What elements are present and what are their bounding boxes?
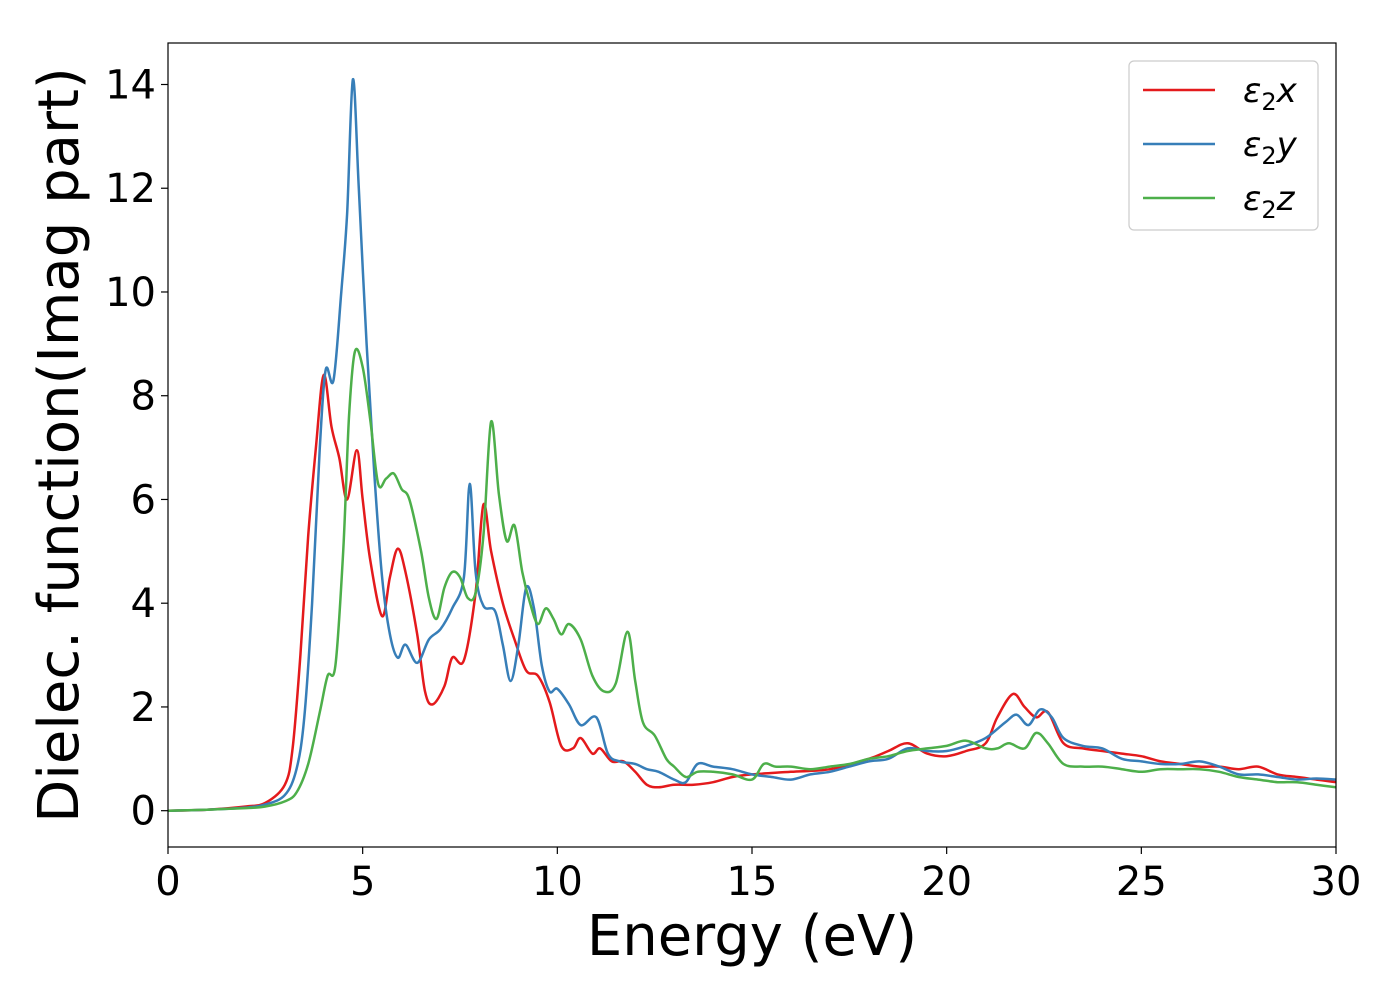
x-tick-label: 10	[532, 859, 583, 905]
x-axis-ticks: 0 5 10 15 20 25 30	[155, 847, 1361, 905]
legend-label: ε2x	[1243, 71, 1298, 116]
series-line-x	[168, 373, 1336, 812]
legend-label: ε2z	[1243, 179, 1296, 224]
series-line-y	[168, 78, 1336, 812]
y-tick-label: 14	[105, 62, 156, 108]
y-tick-label: 0	[131, 789, 156, 835]
plot-lines	[168, 78, 1336, 812]
y-tick-label: 10	[105, 270, 156, 316]
x-tick-label: 5	[350, 859, 375, 905]
legend: ε2x ε2y ε2z	[1128, 60, 1319, 231]
x-axis-title: Energy (eV)	[587, 904, 917, 969]
legend-box	[1128, 60, 1319, 231]
y-tick-label: 8	[131, 374, 156, 420]
x-tick-label: 25	[1116, 859, 1167, 905]
x-tick-label: 20	[921, 859, 972, 905]
legend-label: ε2y	[1243, 125, 1298, 170]
y-axis-title: Dielec. function(Imag part)	[27, 67, 92, 823]
series-line-z	[168, 347, 1336, 812]
y-tick-label: 4	[131, 581, 156, 627]
y-tick-label: 2	[131, 685, 156, 731]
y-axis-ticks: 0 2 4 6 8 10 12 14	[105, 62, 168, 835]
x-tick-label: 15	[727, 859, 778, 905]
y-tick-label: 6	[131, 477, 156, 523]
y-tick-label: 12	[105, 166, 156, 212]
x-tick-label: 30	[1311, 859, 1362, 905]
x-tick-label: 0	[155, 859, 180, 905]
